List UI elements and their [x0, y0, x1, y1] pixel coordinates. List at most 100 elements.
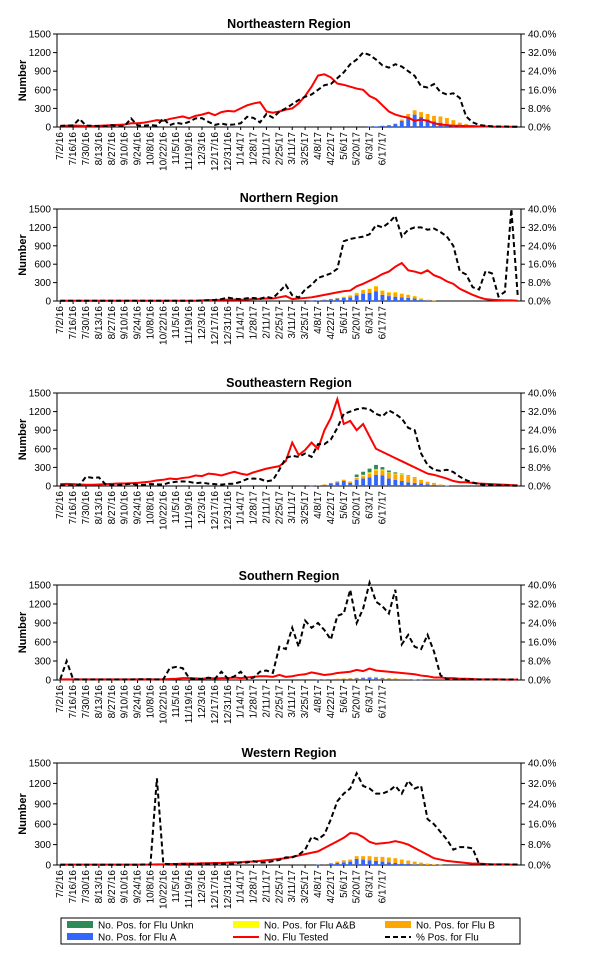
x-tick-label: 2/25/17 — [274, 870, 285, 904]
bar-segment — [464, 123, 469, 127]
x-tick-label: 4/22/17 — [326, 685, 337, 719]
chart-title: Southern Region — [239, 569, 340, 583]
x-tick-label: 4/22/17 — [326, 306, 337, 340]
legend-swatch — [233, 921, 259, 928]
legend-label: No. Pos. for Flu A — [98, 933, 177, 944]
y-tick-label: 1500 — [29, 205, 52, 216]
legend-box — [60, 917, 521, 945]
x-tick-label: 5/6/17 — [339, 132, 350, 160]
line-flu-tested — [60, 395, 518, 487]
y-axis-label: Number — [17, 418, 29, 460]
bar-segment — [322, 864, 327, 865]
bar-segment — [348, 861, 353, 865]
bar-segment — [341, 479, 346, 480]
bar-segment — [419, 479, 424, 480]
bar-segment — [380, 469, 385, 471]
line-pct-pos — [59, 579, 518, 681]
y2-tick-label: 32.0% — [528, 48, 556, 59]
x-tick-label: 5/20/17 — [352, 132, 363, 166]
line-flu-tested — [60, 832, 518, 866]
legend-swatch — [67, 921, 93, 928]
bar-segment — [328, 679, 333, 680]
bar-segment — [354, 293, 359, 296]
y-tick-label: 300 — [34, 657, 51, 668]
y-tick-label: 1200 — [29, 48, 52, 59]
x-tick-label: 7/2/16 — [55, 132, 66, 160]
bar-segment — [399, 474, 404, 482]
x-tick-label: 1/14/17 — [236, 306, 247, 340]
bar-segment — [438, 864, 443, 866]
bar-segment — [419, 117, 424, 127]
x-tick-label: 8/27/16 — [107, 685, 118, 719]
bar-segment — [406, 860, 411, 864]
x-tick-label: 4/8/17 — [313, 132, 324, 160]
x-tick-label: 10/8/16 — [145, 306, 156, 340]
y-axis-label: Number — [17, 793, 29, 835]
bar-segment — [367, 468, 372, 473]
x-tick-label: 5/20/17 — [352, 491, 363, 525]
bar-segment — [393, 862, 398, 865]
bar-segment — [412, 679, 417, 680]
bar-segment — [425, 119, 430, 127]
x-tick-label: 9/24/16 — [133, 685, 144, 719]
bar-segment — [341, 481, 346, 486]
bar-segment — [341, 862, 346, 865]
x-tick-label: 6/3/17 — [365, 685, 376, 713]
x-tick-label: 8/27/16 — [107, 306, 118, 340]
bar-segment — [348, 482, 353, 486]
bar-segment — [335, 482, 340, 486]
bar-segment — [425, 299, 430, 301]
bar-segment — [354, 677, 359, 679]
x-tick-label: 11/5/16 — [171, 132, 182, 165]
x-tick-label: 1/14/17 — [236, 870, 247, 904]
bar-segment — [419, 679, 424, 681]
bar-segment — [354, 292, 359, 294]
y2-tick-label: 32.0% — [528, 600, 556, 611]
bar-segment — [335, 862, 340, 865]
bar-segment — [393, 123, 398, 125]
x-tick-label: 9/10/16 — [120, 685, 131, 719]
bar-segment — [386, 292, 391, 297]
x-tick-label: 7/30/16 — [81, 491, 92, 525]
x-tick-label: 7/30/16 — [81, 306, 92, 340]
bar-segment — [322, 863, 327, 865]
bar-segment — [309, 300, 314, 302]
x-tick-label: 11/5/16 — [171, 685, 182, 718]
y-tick-label: 1500 — [29, 581, 52, 592]
chart-panel: Northern Region 0 300 600 900 1200 1500 0.0% 8.0… — [17, 191, 556, 345]
bar-segment — [348, 297, 353, 301]
legend-label: % Pos. for Flu — [416, 933, 479, 944]
bar-segment — [386, 472, 391, 473]
x-tick-label: 1/28/17 — [249, 132, 260, 166]
x-tick-label: 5/20/17 — [352, 870, 363, 904]
bar-segment — [335, 298, 340, 301]
bar-segment — [380, 677, 385, 679]
legend-swatch — [67, 933, 93, 940]
plot-area — [56, 392, 522, 487]
bar-segment — [380, 678, 385, 680]
x-tick-label: 9/24/16 — [133, 306, 144, 340]
bar-segment — [399, 120, 404, 127]
y-tick-label: 1200 — [29, 223, 52, 234]
bar-segment — [380, 861, 385, 865]
x-tick-label: 2/11/17 — [261, 870, 272, 903]
y-tick-label: 0 — [45, 123, 51, 134]
bar-segment — [367, 856, 372, 861]
x-tick-label: 12/3/16 — [197, 685, 208, 719]
bar-segment — [374, 126, 378, 127]
bar-segment — [341, 678, 346, 679]
y-tick-label: 600 — [34, 85, 51, 96]
bar-segment — [406, 475, 411, 476]
bar-segment — [412, 679, 417, 681]
bar-segment — [399, 473, 404, 475]
y2-tick-label: 32.0% — [528, 223, 556, 234]
bar-segment — [393, 292, 398, 297]
x-tick-label: 12/17/16 — [210, 491, 221, 530]
x-tick-label: 7/16/16 — [68, 685, 79, 719]
x-tick-label: 10/22/16 — [158, 132, 169, 171]
bar-segment — [335, 679, 340, 680]
x-tick-label: 4/22/17 — [326, 132, 337, 166]
bar-segment — [335, 481, 340, 482]
x-tick-label: 2/11/17 — [261, 491, 272, 524]
